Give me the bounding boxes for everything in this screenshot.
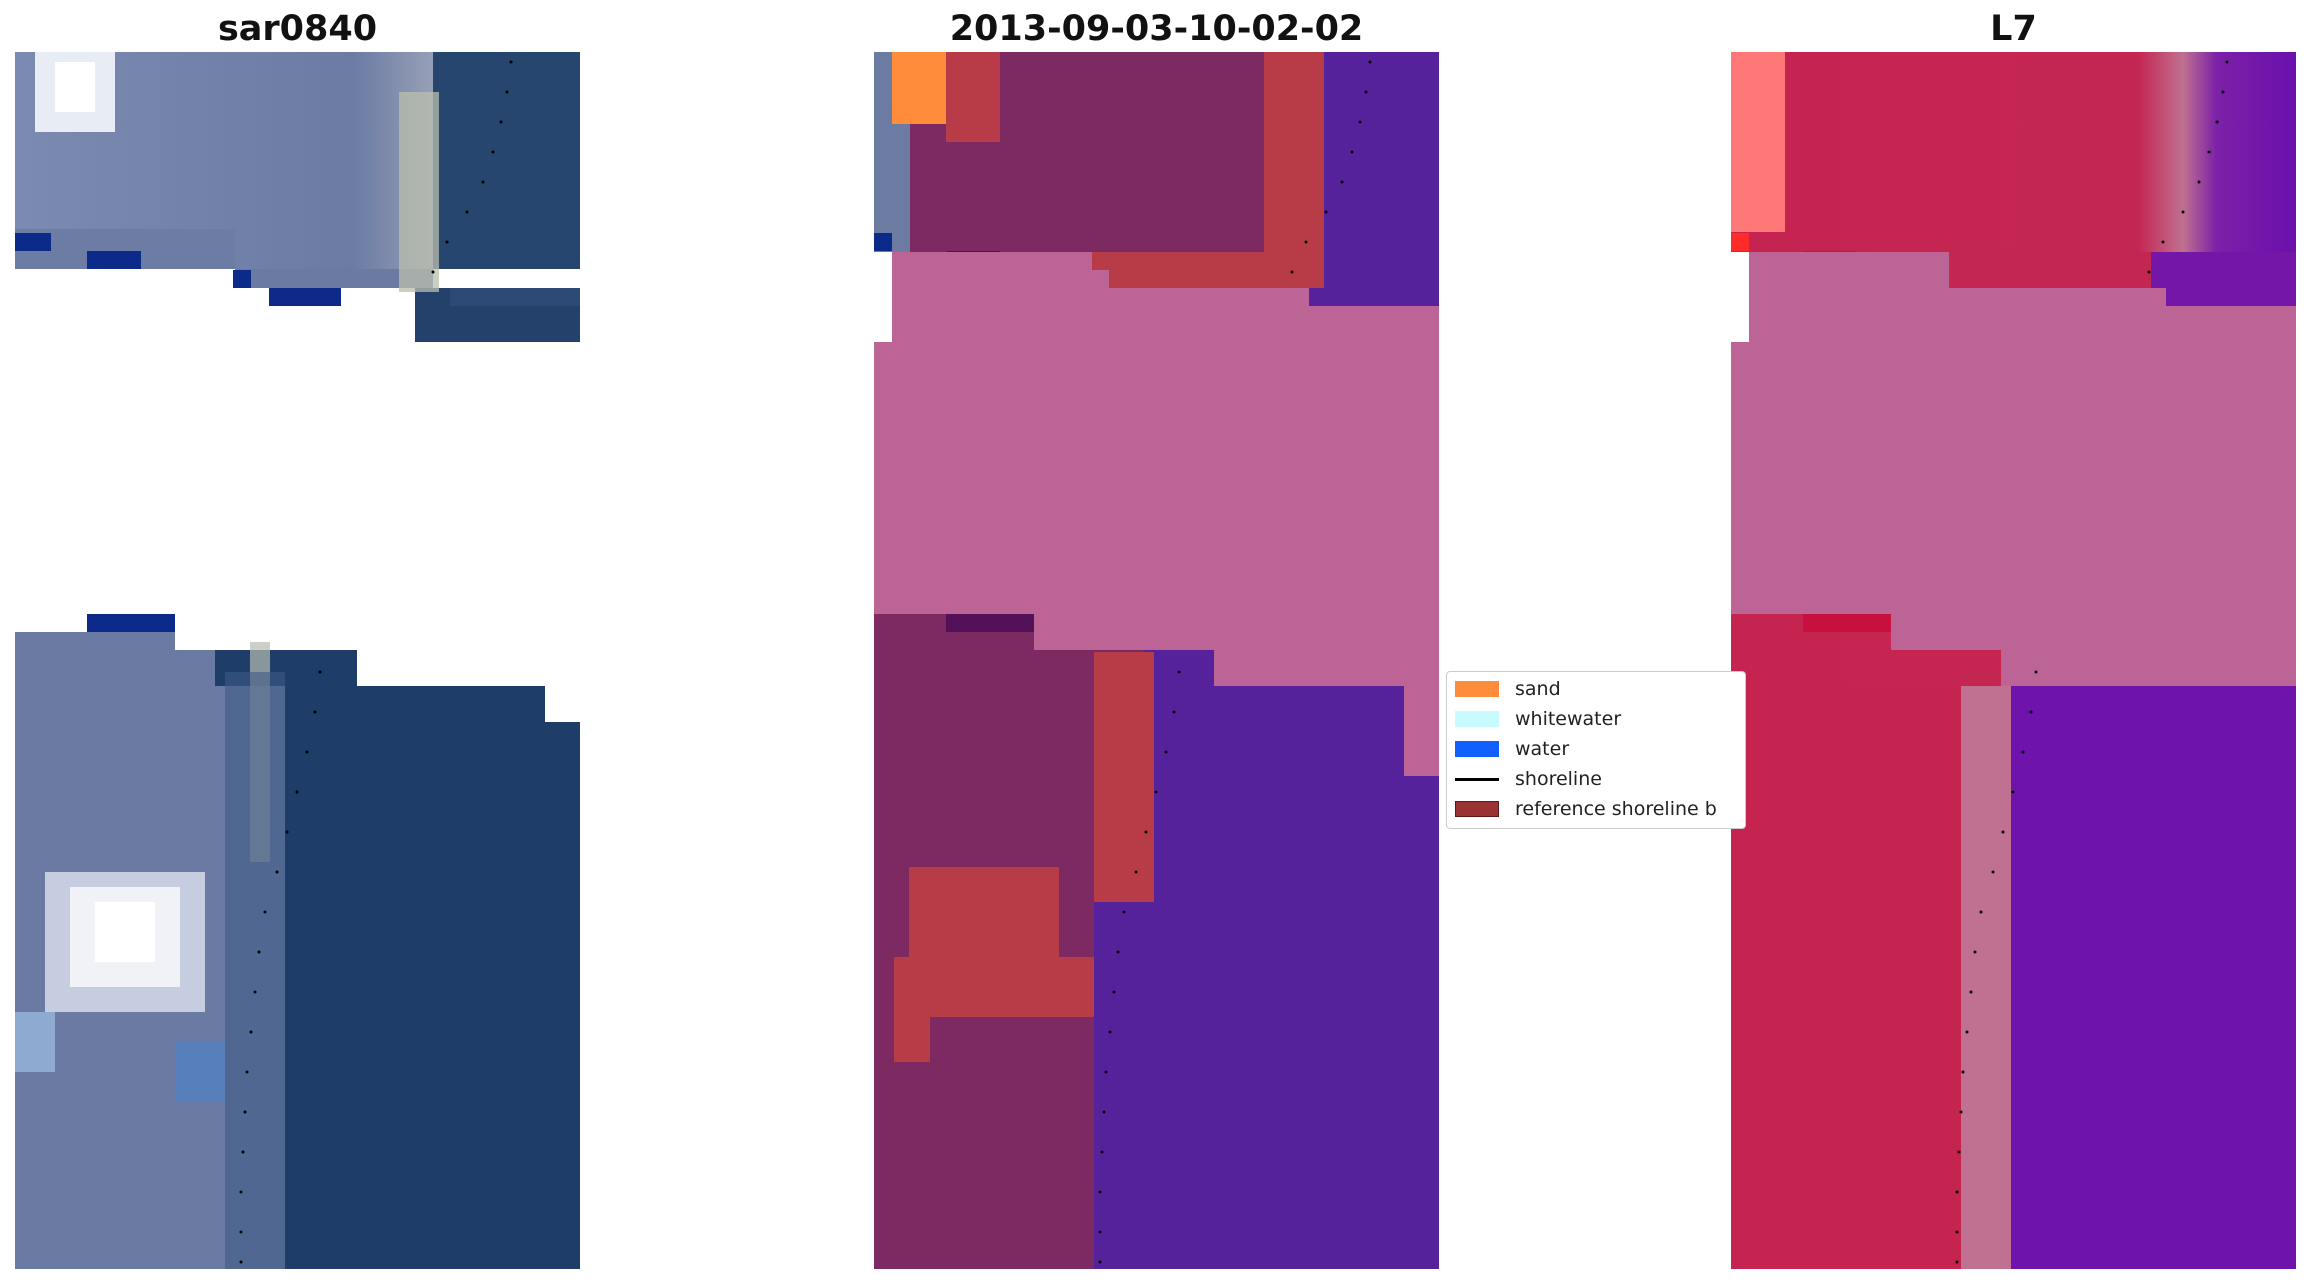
legend-item-whitewater: whitewater: [1455, 705, 1621, 733]
legend-swatch-reference-shoreline-buffer: [1455, 801, 1499, 817]
legend-item-shoreline: shoreline: [1455, 765, 1602, 793]
legend: sand whitewater water shoreline referenc…: [1446, 671, 1746, 829]
legend-label-water: water: [1515, 738, 1570, 760]
rgb-image-panel: [15, 52, 580, 1269]
panel-title-classified: 2013-09-03-10-02-02: [949, 9, 1364, 49]
legend-item-reference-shoreline-buffer: reference shoreline b: [1455, 795, 1717, 823]
legend-label-reference-shoreline-buffer: reference shoreline b: [1515, 798, 1717, 820]
panel-title-rgb: sar0840: [217, 9, 378, 49]
legend-label-sand: sand: [1515, 678, 1561, 700]
rgb-image: [15, 52, 580, 1269]
legend-swatch-sand: [1455, 681, 1499, 697]
legend-swatch-whitewater: [1455, 711, 1499, 727]
classified-image: [874, 52, 1439, 1269]
legend-label-shoreline: shoreline: [1515, 768, 1602, 790]
legend-item-water: water: [1455, 735, 1569, 763]
legend-swatch-water: [1455, 741, 1499, 757]
legend-item-sand: sand: [1455, 675, 1561, 703]
shoreline-classified: [1098, 60, 1372, 1264]
classified-image-panel: [874, 52, 1439, 1269]
legend-label-whitewater: whitewater: [1515, 708, 1622, 730]
index-image-panel: [1731, 52, 2296, 1269]
panel-title-index: L7: [1990, 9, 2037, 49]
legend-swatch-shoreline: [1455, 777, 1499, 781]
shoreline-rgb: [239, 60, 513, 1264]
shoreline-index: [1955, 60, 2229, 1264]
index-image: [1731, 52, 2296, 1269]
